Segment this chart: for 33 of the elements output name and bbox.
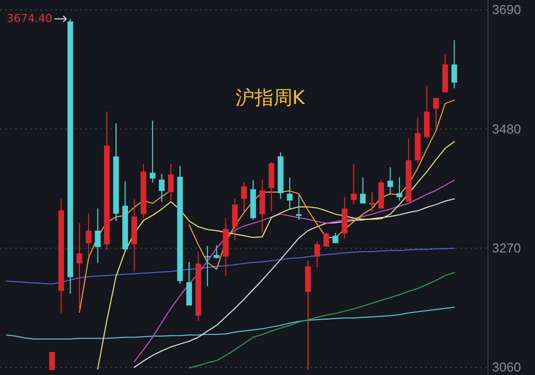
candlestick [186,261,192,306]
annotation: 3674.40 [6,12,52,25]
candlestick [204,245,210,287]
candlestick [76,222,82,312]
candlestick [360,176,366,204]
candlestick [286,176,293,210]
candlestick [86,213,92,258]
candlestick [150,120,156,183]
candlestick [168,163,174,202]
text: 沪指周K [235,87,306,109]
line-series [188,272,455,368]
candlestick [232,198,238,241]
candlestick [451,40,458,89]
candlestick [158,173,165,202]
candlestick [49,352,55,371]
candlestick [387,166,394,194]
candlestick [214,244,220,259]
candlestick [94,208,101,264]
y-tick-label: 3480 [492,121,521,136]
y-tick-label: 3060 [492,359,521,374]
y-tick-label: 3690 [492,2,521,18]
candlestick [241,182,247,212]
y-tick-label: 3270 [492,240,521,256]
candlestick [396,176,402,202]
candlestick [259,179,266,234]
candlestick [314,240,320,268]
line-series [97,141,455,370]
line-series [6,306,455,340]
candlestick [323,232,330,248]
candlestick [296,194,302,220]
candlestick [433,97,439,128]
candlestick [369,192,375,212]
candlestick [350,163,357,206]
